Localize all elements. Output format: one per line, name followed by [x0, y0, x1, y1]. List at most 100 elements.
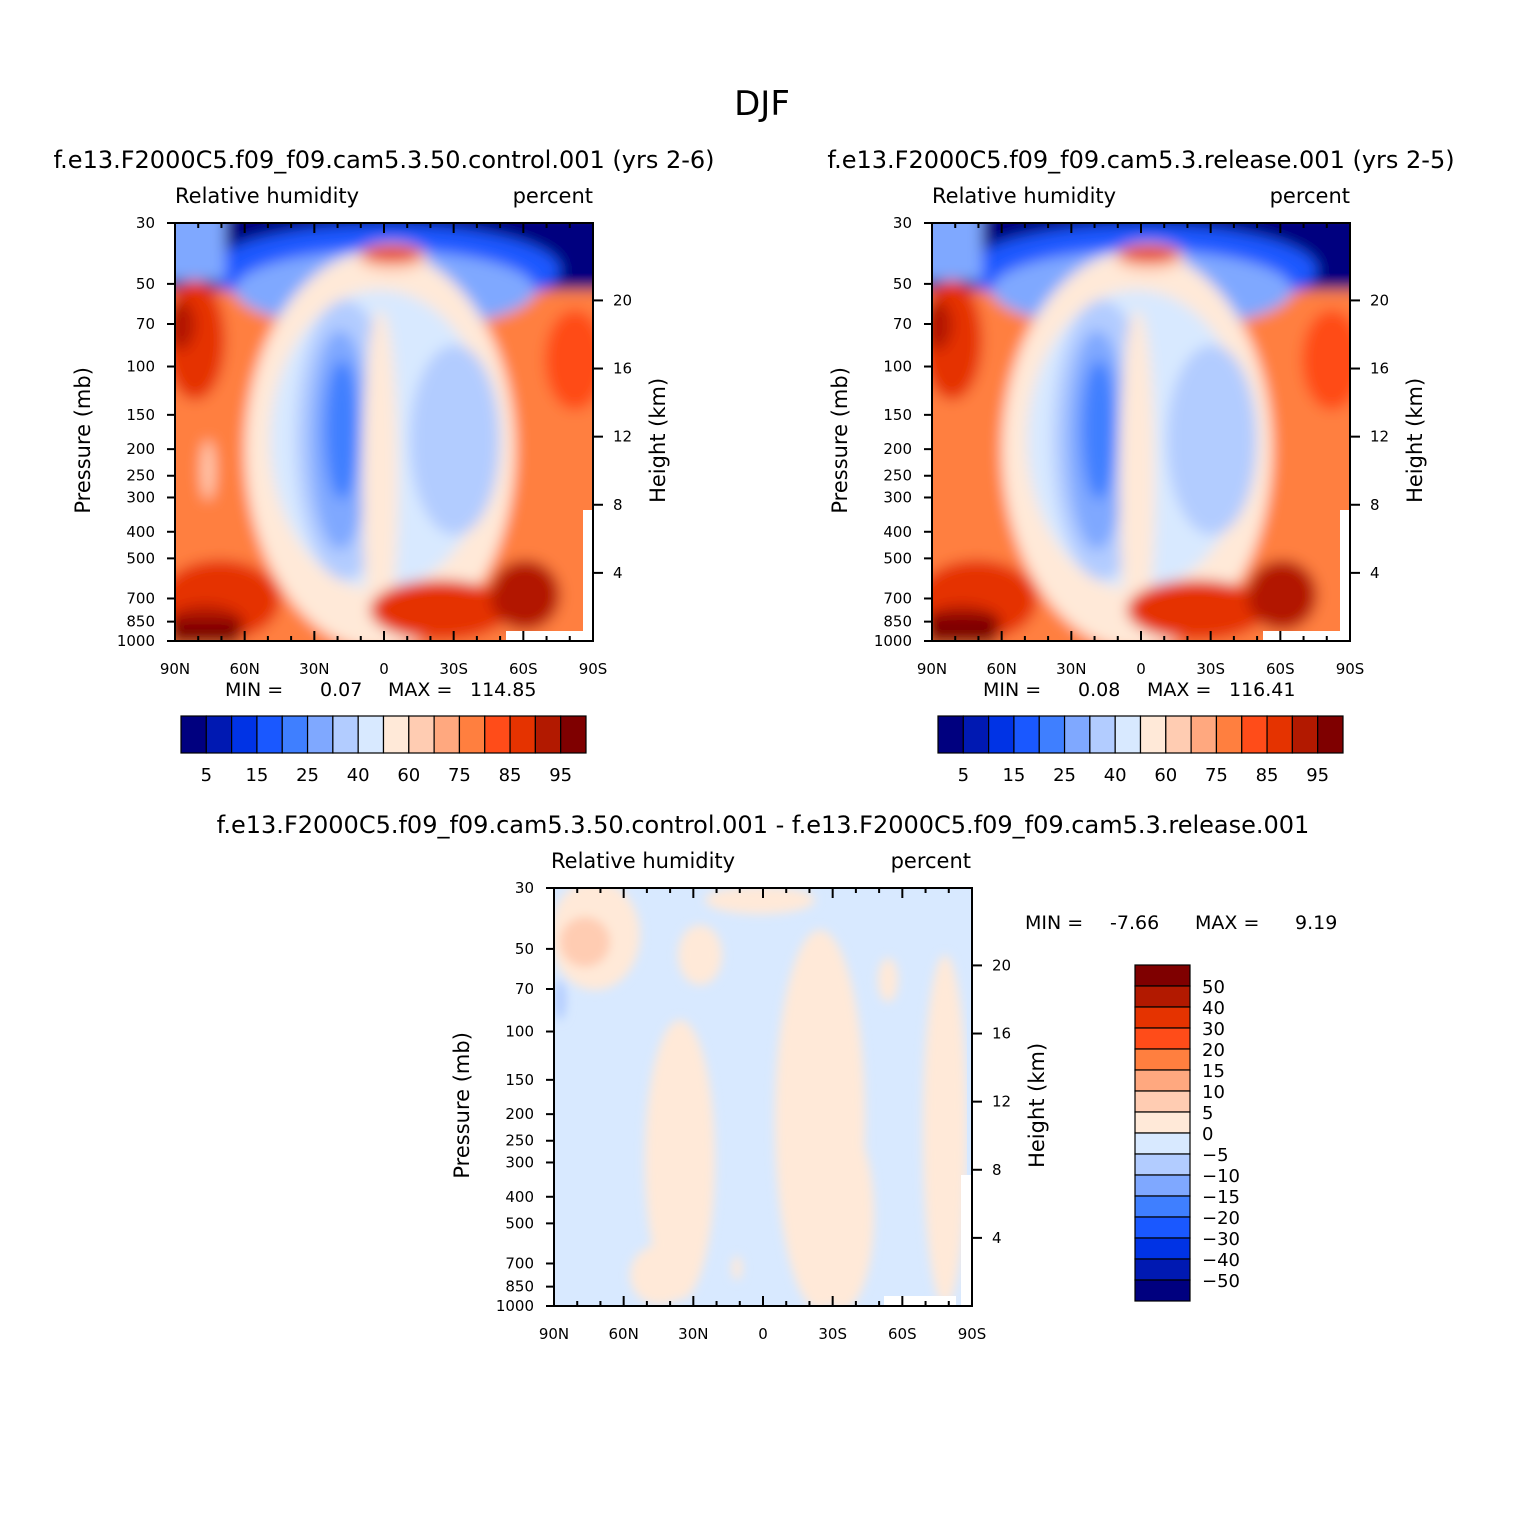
y2-axis-label: Height (km)	[1403, 378, 1427, 503]
panel-diff-title: f.e13.F2000C5.f09_f09.cam5.3.50.control.…	[217, 811, 1310, 839]
colorbar-swatch	[306, 715, 334, 754]
panel-control-title: f.e13.F2000C5.f09_f09.cam5.3.50.control.…	[53, 146, 714, 174]
colorbar-swatch	[484, 715, 511, 754]
y-tick-label: 150	[126, 406, 155, 424]
colorbar-swatch	[281, 715, 309, 754]
y-tick-label: 100	[883, 358, 912, 376]
y-tick-label: 30	[136, 214, 155, 232]
y-tick-label: 150	[883, 406, 912, 424]
panel-release-max-label: MAX =	[1147, 679, 1211, 701]
panel-release-right-label: percent	[1270, 184, 1350, 208]
y-tick-label: 1000	[117, 632, 155, 650]
y-tick-label: 200	[883, 440, 912, 458]
colorbar-label: 15	[1202, 1061, 1225, 1082]
y-tick-label: 50	[136, 275, 155, 293]
colorbar-swatch	[1134, 1048, 1191, 1071]
x-tick-label: 90S	[958, 1325, 987, 1343]
y-tick-label: 700	[883, 589, 912, 607]
panel-diff-right-label: percent	[891, 849, 971, 873]
y-tick-label: 100	[126, 358, 155, 376]
y-tick-label: 300	[126, 488, 155, 506]
colorbar-swatch	[1134, 1216, 1191, 1239]
y2-tick-label: 20	[1370, 291, 1389, 309]
colorbar-swatch	[433, 715, 461, 754]
colorbar-label: 85	[1256, 765, 1279, 786]
colorbar-label: 5	[1202, 1103, 1213, 1124]
x-tick-label: 30S	[1196, 660, 1225, 678]
x-tick-label: 60N	[230, 660, 260, 678]
panel-diff-max-value: 9.19	[1295, 912, 1337, 934]
y-tick-label: 500	[126, 549, 155, 567]
x-tick-label: 60S	[888, 1325, 917, 1343]
x-tick-label: 30N	[678, 1325, 708, 1343]
colorbar-label: −5	[1202, 1145, 1229, 1166]
colorbar-swatch	[256, 715, 283, 754]
panel-diff-field	[554, 888, 972, 1306]
y2-tick-label: 16	[1370, 360, 1389, 378]
x-tick-label: 0	[1136, 660, 1146, 678]
colorbar-label: 60	[1154, 765, 1177, 786]
panel-diff: f.e13.F2000C5.f09_f09.cam5.3.50.control.…	[217, 811, 1338, 1343]
colorbar-swatch	[1134, 1153, 1191, 1176]
panel-control-max-label: MAX =	[388, 679, 452, 701]
y-tick-label: 500	[883, 549, 912, 567]
y2-tick-label: 16	[613, 360, 632, 378]
y-tick-label: 850	[505, 1278, 534, 1296]
colorbar-swatch	[458, 715, 486, 754]
x-tick-label: 90N	[539, 1325, 569, 1343]
y2-axis-label: Height (km)	[646, 378, 670, 503]
x-tick-label: 60S	[1266, 660, 1295, 678]
colorbar-label: 15	[245, 765, 268, 786]
x-tick-label: 90S	[579, 660, 608, 678]
colorbar-swatch	[962, 715, 990, 754]
colorbar-swatch	[1134, 1090, 1191, 1113]
colorbar-label: 75	[448, 765, 471, 786]
y-tick-label: 400	[883, 523, 912, 541]
x-tick-label: 60N	[609, 1325, 639, 1343]
colorbar-swatch	[1114, 715, 1142, 754]
y2-tick-label: 4	[1370, 564, 1380, 582]
colorbar-swatch	[560, 715, 587, 754]
panel-release: f.e13.F2000C5.f09_f09.cam5.3.release.001…	[827, 146, 1454, 786]
y-tick-label: 100	[505, 1023, 534, 1041]
y2-tick-label: 20	[992, 956, 1011, 974]
y2-tick-label: 8	[992, 1161, 1002, 1179]
y-tick-label: 250	[883, 467, 912, 485]
colorbar-swatch	[205, 715, 233, 754]
colorbar-swatch	[1291, 715, 1319, 754]
colorbar-label: 0	[1202, 1124, 1213, 1145]
colorbar-label: −30	[1202, 1229, 1240, 1250]
colorbar-swatch	[1134, 1237, 1191, 1260]
y2-axis-label: Height (km)	[1025, 1043, 1049, 1168]
y-tick-label: 300	[505, 1153, 534, 1171]
colorbar-label: 25	[1053, 765, 1076, 786]
colorbar-swatch	[382, 715, 410, 754]
y2-tick-label: 8	[613, 496, 623, 514]
colorbar-label: 20	[1202, 1040, 1225, 1061]
y2-tick-label: 4	[613, 564, 623, 582]
panel-release-max-value: 116.41	[1229, 679, 1295, 701]
panel-release-field	[932, 223, 1350, 641]
colorbar-swatch	[1134, 1174, 1191, 1197]
y-axis-label: Pressure (mb)	[71, 367, 95, 514]
y-tick-label: 250	[505, 1132, 534, 1150]
y-axis-label: Pressure (mb)	[450, 1032, 474, 1179]
colorbar-label: −15	[1202, 1187, 1240, 1208]
figure-title: DJF	[734, 84, 790, 124]
x-tick-label: 30S	[439, 660, 468, 678]
x-tick-label: 60N	[987, 660, 1017, 678]
y-axis-label: Pressure (mb)	[828, 367, 852, 514]
colorbar-swatch	[1038, 715, 1066, 754]
colorbar-label: 40	[1202, 998, 1225, 1019]
colorbar-label: 75	[1205, 765, 1228, 786]
y-tick-label: 1000	[496, 1297, 534, 1315]
panel-diff-max-label: MAX =	[1195, 912, 1259, 934]
panel-diff-axes: 90N 60N 30N 0 30S 60S 90S 30 50 70 100 150 200 250 300…	[450, 879, 1049, 1343]
colorbar-label: 10	[1202, 1082, 1225, 1103]
panel-release-axes: 90N 60N 30N 0 30S 60S 90S 30 50 70 100 150 200 250 300…	[828, 214, 1427, 678]
colorbar-label: −10	[1202, 1166, 1240, 1187]
x-tick-label: 30N	[1056, 660, 1086, 678]
y-tick-label: 50	[515, 940, 534, 958]
panel-control-colorbar: 5 15 25 40 60 75 85 95	[180, 715, 587, 786]
x-tick-label: 30N	[299, 660, 329, 678]
